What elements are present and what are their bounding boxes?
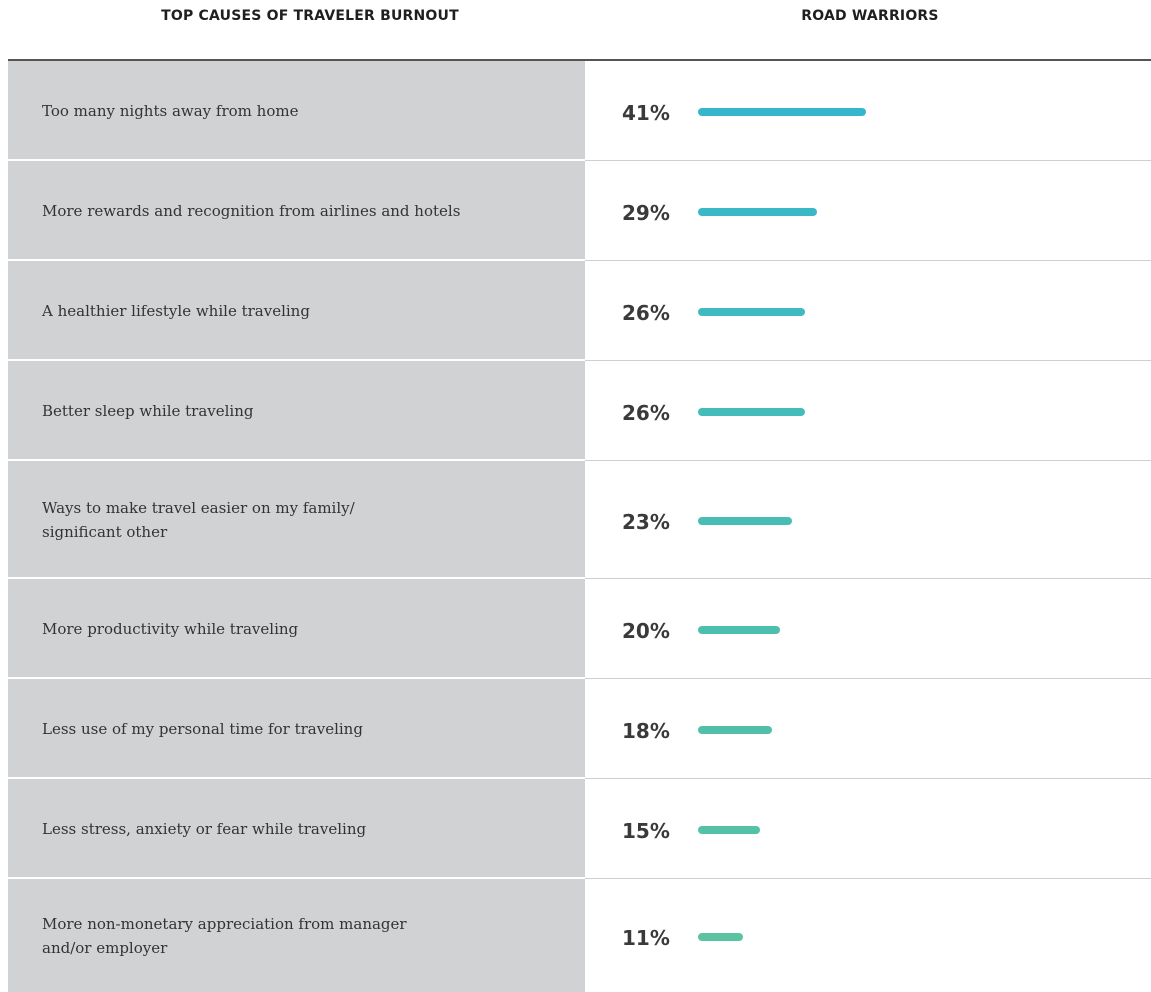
bar [698,308,805,316]
column-title: ROAD WARRIORS [801,8,939,24]
label-cell [8,161,585,259]
row-divider [585,160,1151,161]
bar [698,408,805,416]
row-label: More rewards and recognition from airlin… [42,202,461,220]
label-cell [8,679,585,777]
row-label: More productivity while traveling [42,620,299,638]
value-label: 26% [622,401,670,425]
row-divider [585,878,1151,879]
row-label: Better sleep while traveling [42,402,254,420]
row-divider [585,678,1151,679]
value-label: 41% [622,101,670,125]
row-label: Ways to make travel easier on my family/… [42,499,355,541]
row-divider [585,778,1151,779]
bar [698,826,760,834]
bar [698,726,772,734]
row-divider [585,260,1151,261]
label-cell [8,579,585,677]
bar [698,517,793,525]
value-label: 23% [622,510,670,534]
value-label: 29% [622,201,670,225]
label-cell [8,61,585,159]
row-divider [585,578,1151,579]
bar [698,208,817,216]
header-rule [8,59,1151,61]
label-cell [8,361,585,459]
row-label: More non-monetary appreciation from mana… [42,915,407,957]
row-label: Too many nights away from home [42,102,299,120]
value-label: 18% [622,719,670,743]
value-label: 15% [622,819,670,843]
bar [698,933,744,941]
value-label: 26% [622,301,670,325]
bar [698,626,780,634]
row-divider [585,360,1151,361]
value-label: 11% [622,926,670,950]
row-label: Less stress, anxiety or fear while trave… [42,820,367,838]
column-title: TOP CAUSES OF TRAVELER BURNOUT [161,8,459,24]
row-label: A healthier lifestyle while traveling [42,302,310,320]
label-cell [8,261,585,359]
row-divider [585,460,1151,461]
label-cell [8,461,585,577]
label-cell [8,879,585,992]
row-label: Less use of my personal time for traveli… [42,720,363,738]
bar [698,108,867,116]
label-cell [8,779,585,877]
value-label: 20% [622,619,670,643]
